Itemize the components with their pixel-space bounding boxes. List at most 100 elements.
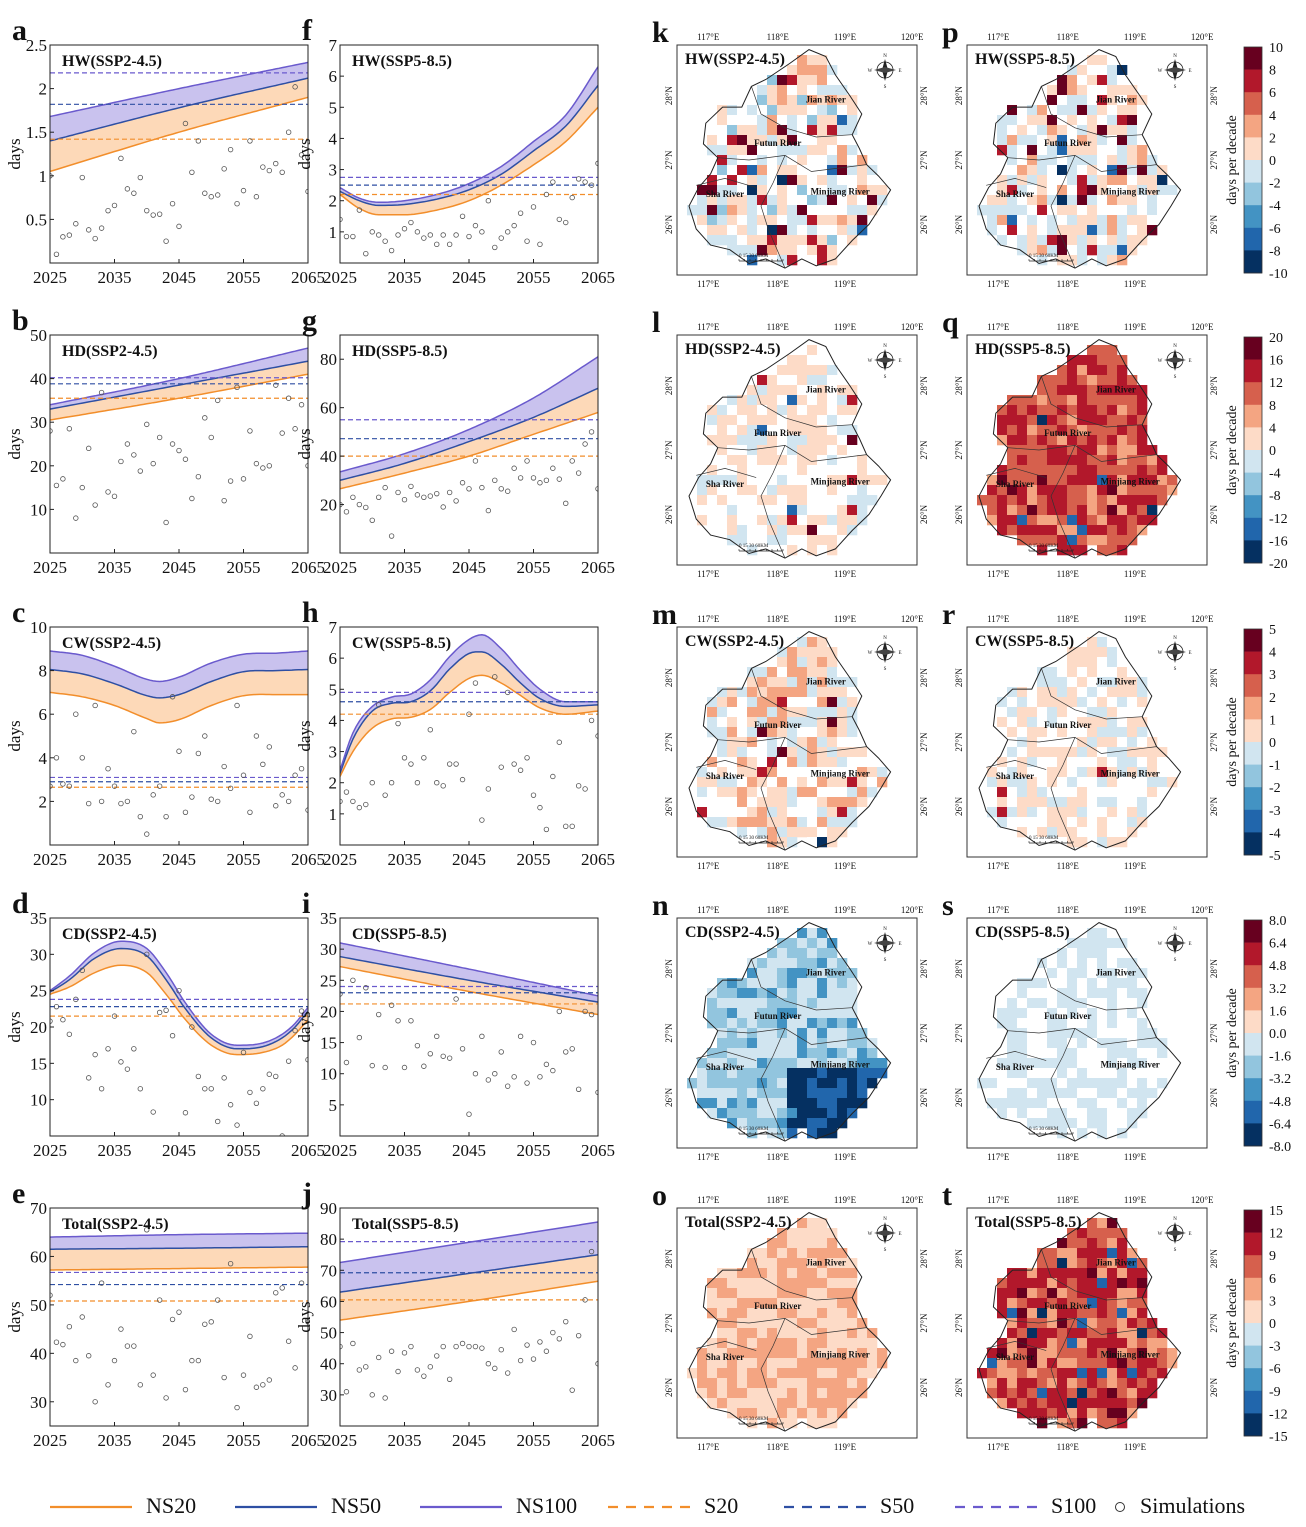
grid-cell (767, 1008, 778, 1019)
grid-cell (1037, 1328, 1048, 1339)
sub-basin-boundary (1050, 1318, 1076, 1432)
lat-tick-right: 28°N (1209, 376, 1219, 396)
lat-tick-right: 28°N (919, 376, 929, 396)
grid-cell (987, 1348, 998, 1359)
grid-cell (1087, 355, 1098, 366)
grid-cell (1017, 145, 1028, 156)
grid-cell (787, 968, 798, 979)
grid-cell (1057, 1088, 1068, 1099)
grid-cell (777, 707, 788, 718)
grid-cell (747, 415, 758, 426)
grid-cell (1077, 1378, 1088, 1389)
simulation-point (285, 129, 292, 135)
grid-cell (827, 958, 838, 969)
simulation-point (240, 187, 247, 194)
simulation-point (273, 160, 279, 167)
grid-cell (1097, 1018, 1108, 1029)
grid-cell (737, 465, 748, 476)
grid-cell (1097, 505, 1108, 516)
grid-cell (1097, 657, 1108, 668)
grid-cell (1087, 75, 1098, 86)
grid-cell (837, 767, 848, 778)
grid-cell (707, 115, 718, 126)
grid-cell (1117, 405, 1128, 416)
grid-cell (1027, 1098, 1038, 1109)
grid-cell (1047, 95, 1058, 106)
grid-cell (807, 415, 818, 426)
simulation-point (459, 776, 466, 783)
grid-cell (987, 205, 998, 216)
grid-cell (1047, 1028, 1058, 1039)
grid-cell (727, 1268, 738, 1279)
grid-cell (1027, 737, 1038, 748)
grid-cell (1037, 998, 1048, 1009)
lon-tick-top: 120°E (1191, 322, 1214, 332)
grid-cell (747, 1388, 758, 1399)
grid-cell (837, 245, 848, 256)
grid-cell (837, 1038, 848, 1049)
grid-cell (807, 1298, 818, 1309)
compass-s: S (1174, 1248, 1177, 1253)
grid-cell (807, 1268, 818, 1279)
grid-cell (737, 717, 748, 728)
grid-cell (1077, 1018, 1088, 1029)
grid-cell (1007, 475, 1018, 486)
grid-cell (707, 697, 718, 708)
scale-label: 0 15 30 60KM (739, 1417, 769, 1422)
grid-cell (737, 195, 748, 206)
simulation-point (588, 1248, 595, 1255)
grid-cell (737, 1358, 748, 1369)
grid-cell (747, 968, 758, 979)
grid-cell (797, 1098, 808, 1109)
x-tick-label: 2035 (98, 1141, 132, 1160)
grid-cell (757, 1108, 768, 1119)
grid-cell (727, 485, 738, 496)
grid-cell (827, 225, 838, 236)
legend-label: S100 (1051, 1493, 1096, 1518)
grid-cell (867, 475, 878, 486)
grid-cell (1047, 235, 1058, 246)
grid-cell (777, 657, 788, 668)
grid-cell (1047, 1298, 1058, 1309)
grid-cell (797, 1388, 808, 1399)
grid-cell (747, 145, 758, 156)
grid-cell (1097, 405, 1108, 416)
line-chart-h: 2025 2035 2045 2055 20651234567daysCW(SSP5-8… (295, 596, 615, 869)
grid-cell (727, 1008, 738, 1019)
grid-cell (727, 505, 738, 516)
simulation-point (292, 772, 298, 778)
grid-cell (787, 105, 798, 116)
x-tick-label: 2045 (452, 268, 486, 287)
grid-cell (737, 425, 748, 436)
grid-cell (1117, 95, 1128, 106)
grid-cell (747, 135, 758, 146)
lat-tick-left: 27°N (664, 1023, 674, 1043)
compass-w: W (868, 1232, 873, 1237)
y-axis-label: days (295, 138, 314, 169)
simulation-point (434, 490, 440, 497)
grid-cell (1037, 1098, 1048, 1109)
grid-cell (1077, 175, 1088, 186)
grid-cell (1117, 75, 1128, 86)
y-tick-label: 30 (320, 1386, 337, 1405)
grid-cell (1147, 225, 1158, 236)
grid-cell (817, 395, 828, 406)
grid-cell (757, 505, 768, 516)
simulation-point (511, 465, 517, 471)
scale-label: 0 15 30 60KM (1029, 544, 1059, 549)
grid-cell (727, 205, 738, 216)
grid-cell (1067, 797, 1078, 808)
grid-cell (1107, 1078, 1118, 1089)
grid-cell (757, 175, 768, 186)
grid-cell (1067, 998, 1078, 1009)
scale-label: 0 15 30 60KM (1029, 836, 1059, 841)
grid-cell (827, 777, 838, 788)
grid-cell (1047, 1038, 1058, 1049)
grid-cell (1037, 1108, 1048, 1119)
grid-cell (1127, 827, 1138, 838)
colorbar-segment (1244, 160, 1262, 183)
grid-cell (797, 1038, 808, 1049)
grid-cell (1057, 235, 1068, 246)
grid-cell (747, 1068, 758, 1079)
grid-cell (777, 465, 788, 476)
